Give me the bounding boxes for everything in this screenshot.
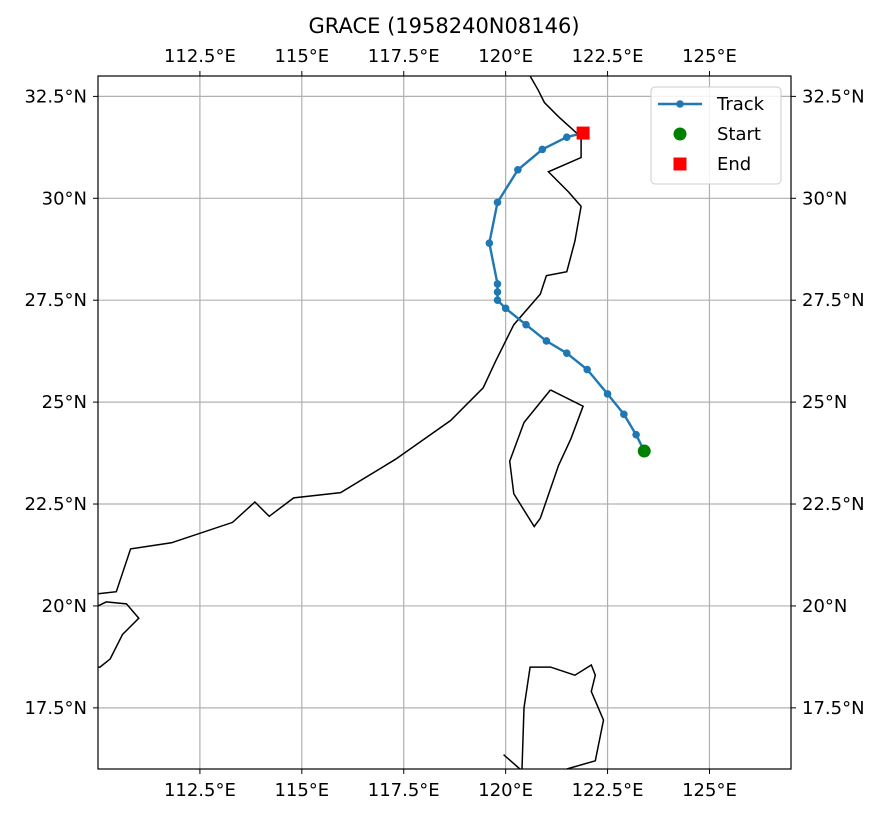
legend-label-start: Start (717, 124, 761, 145)
track-point (620, 410, 628, 419)
track-point (501, 304, 510, 313)
x-tick-label-top: 125°E (682, 46, 737, 67)
track-point (632, 430, 640, 439)
legend-track-marker (676, 100, 684, 108)
tick-labels: 112.5°E 112.5°E 115°E 115°E 117.5°E 117.5°E 12… (24, 46, 864, 801)
y-tick-label-left: 27.5°N (24, 290, 87, 311)
y-tick-label-right: 22.5°N (802, 494, 865, 515)
track-point (538, 145, 547, 154)
legend-start-marker (673, 127, 687, 141)
legend-label-end: End (717, 154, 751, 175)
track-point (493, 280, 502, 288)
x-tick-label-top: 115°E (274, 46, 329, 67)
y-tick-label-right: 25°N (802, 392, 847, 413)
axes-frame (97, 75, 792, 770)
x-tick-label-top: 120°E (478, 46, 533, 67)
y-tick-label-left: 20°N (42, 596, 87, 617)
legend: Track Start End (650, 86, 782, 185)
x-tick-label-bottom: 112.5°E (164, 780, 236, 801)
x-tick-label-bottom: 122.5°E (572, 780, 644, 801)
legend-label-track: Track (716, 94, 765, 115)
track-series (485, 126, 651, 458)
track-point (562, 133, 571, 141)
track-point (485, 239, 494, 247)
x-tick-label-top: 112.5°E (164, 46, 236, 67)
x-tick-label-bottom: 120°E (478, 780, 533, 801)
track-point (493, 296, 502, 305)
y-tick-label-right: 20°N (802, 596, 847, 617)
track-point (542, 337, 551, 345)
y-tick-label-left: 22.5°N (24, 494, 87, 515)
coastline-4 (521, 663, 605, 769)
track-point (493, 198, 502, 207)
coastline-1 (508, 389, 585, 528)
coastlines (98, 76, 605, 769)
y-tick-label-right: 32.5°N (802, 86, 865, 107)
x-tick-label-bottom: 125°E (682, 780, 737, 801)
track-point (493, 288, 502, 296)
track-point (522, 320, 530, 329)
y-tick-label-left: 25°N (42, 392, 87, 413)
y-tick-label-right: 27.5°N (802, 290, 865, 311)
coastline-2 (98, 601, 140, 668)
track-point (603, 390, 612, 398)
track-line (488, 131, 646, 452)
y-tick-label-right: 30°N (802, 188, 847, 209)
x-tick-label-top: 117.5°E (368, 46, 440, 67)
track-point (583, 365, 591, 374)
y-tick-label-left: 17.5°N (24, 698, 87, 719)
y-tick-label-left: 30°N (42, 188, 87, 209)
track-point (562, 349, 571, 358)
track-point (514, 165, 522, 174)
chart-title: GRACE (1958240N08146) (308, 14, 579, 38)
x-tick-label-top: 122.5°E (572, 46, 644, 67)
y-tick-label-left: 32.5°N (24, 86, 87, 107)
legend-end-marker (673, 157, 687, 171)
x-tick-label-bottom: 115°E (274, 780, 329, 801)
y-tick-label-right: 17.5°N (802, 698, 865, 719)
x-tick-label-bottom: 117.5°E (368, 780, 440, 801)
coastline-0 (98, 76, 582, 595)
start-marker (637, 444, 651, 458)
end-marker (576, 126, 590, 140)
coastline-3 (503, 754, 521, 769)
